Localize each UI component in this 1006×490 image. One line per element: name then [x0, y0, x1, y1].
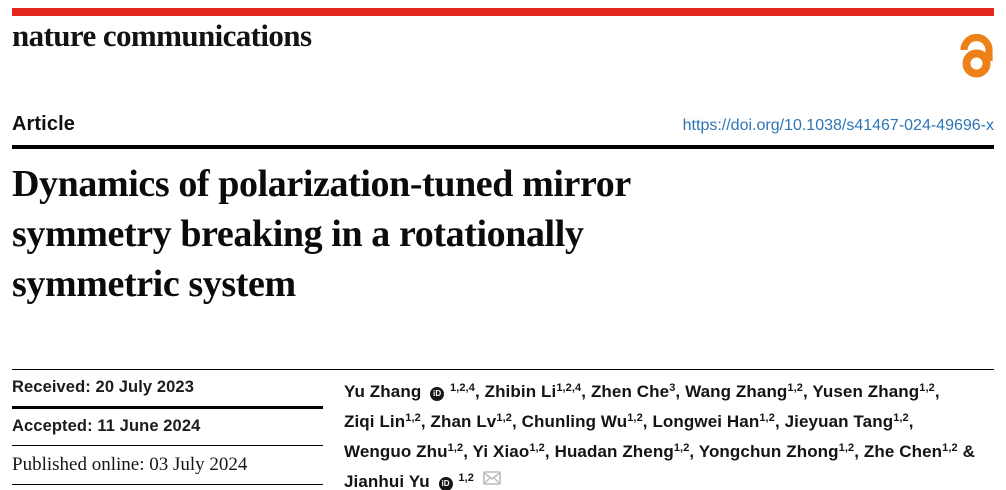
author-separator: , [420, 411, 431, 431]
masthead-rule [12, 8, 994, 16]
author-name: Zhan Lv [430, 411, 497, 431]
author-name: Wang Zhang [685, 381, 788, 401]
author-name: Chunling Wu [521, 411, 628, 431]
article-bar: Article https://doi.org/10.1038/s41467-0… [12, 111, 994, 139]
author-separator: , [544, 441, 555, 461]
author-separator: , [463, 441, 473, 461]
author-separator: , [689, 441, 699, 461]
author-separator: , [774, 411, 785, 431]
open-access-icon [960, 33, 993, 78]
author-separator: , [675, 381, 686, 401]
email-icon[interactable] [482, 470, 501, 485]
author-name: Yu Zhang [344, 381, 422, 401]
author-name: Yi Xiao [472, 441, 530, 461]
author-affiliation-sup: 1,2 [893, 411, 909, 424]
author-name: Zhibin Li [484, 381, 557, 401]
author-affiliation-sup: 1,2 [673, 441, 690, 454]
author-affiliation-sup: 1,2,4 [449, 381, 475, 394]
article-type-label: Article [12, 113, 75, 135]
author-affiliation-sup: 1,2 [529, 441, 545, 454]
article-divider-rule [12, 145, 994, 149]
author-name: Huadan Zheng [554, 441, 674, 461]
info-section: Received: 20 July 2023 Accepted: 11 June… [12, 368, 994, 490]
author-affiliation-sup: 1,2,4 [556, 381, 582, 394]
published-date-row: Published online: 03 July 2024 [12, 446, 323, 485]
author-separator: , [803, 381, 813, 401]
author-separator: & [957, 441, 975, 461]
author-affiliation-sup: 1,2 [627, 411, 643, 424]
title-line-2: symmetry breaking in a rotationally [12, 212, 584, 255]
author-affiliation-sup: 1,2 [405, 411, 421, 424]
author-affiliation-sup: 3 [669, 381, 676, 394]
author-name: Longwei Han [652, 411, 760, 431]
author-affiliation-sup: 1,2 [447, 441, 464, 454]
title-line-1: Dynamics of polarization-tuned mirror [12, 162, 631, 205]
author-affiliation-sup: 1,2 [496, 411, 512, 424]
author-name: Jianhui Yu [344, 471, 430, 490]
masthead: nature communications [12, 18, 994, 78]
author-separator: , [934, 381, 940, 401]
author-name: Ziqi Lin [344, 411, 406, 431]
author-affiliation-sup: 1,2 [919, 381, 935, 394]
doi-link[interactable]: https://doi.org/10.1038/s41467-024-49696… [682, 117, 994, 134]
accepted-date: Accepted: 11 June 2024 [12, 417, 201, 435]
author-name: Zhen Che [590, 381, 670, 401]
author-affiliation-sup: 1,2 [942, 441, 958, 454]
author-name: Zhe Chen [863, 441, 943, 461]
dates-column: Received: 20 July 2023 Accepted: 11 June… [12, 370, 323, 490]
orcid-icon[interactable]: iD [430, 386, 445, 401]
published-date: Published online: 03 July 2024 [12, 453, 248, 475]
author-separator: , [642, 411, 653, 431]
author-affiliation-sup: 1,2 [759, 411, 775, 424]
orcid-icon[interactable]: iD [438, 476, 453, 490]
received-date: Received: 20 July 2023 [12, 378, 194, 396]
author-separator: , [854, 441, 864, 461]
author-separator: , [581, 381, 591, 401]
author-affiliation-sup: 1,2 [458, 471, 474, 484]
author-affiliation-sup: 1,2 [838, 441, 855, 454]
journal-wordmark: nature communications [12, 18, 312, 53]
author-separator: , [474, 381, 485, 401]
accepted-date-row: Accepted: 11 June 2024 [12, 409, 323, 446]
received-date-row: Received: 20 July 2023 [12, 370, 323, 409]
author-list: Yu Zhang iD 1,2,4, Zhibin Li1,2,4, Zhen … [344, 370, 994, 490]
article-title: Dynamics of polarization-tuned mirror sy… [12, 159, 994, 309]
author-name: Wenguo Zhu [344, 441, 448, 461]
author-separator: , [908, 411, 914, 431]
author-name: Yongchun Zhong [698, 441, 839, 461]
author-separator: , [511, 411, 522, 431]
author-affiliation-sup: 1,2 [787, 381, 804, 394]
author-name: Jieyuan Tang [784, 411, 894, 431]
author-name: Yusen Zhang [812, 381, 920, 401]
title-line-3: symmetric system [12, 262, 296, 305]
